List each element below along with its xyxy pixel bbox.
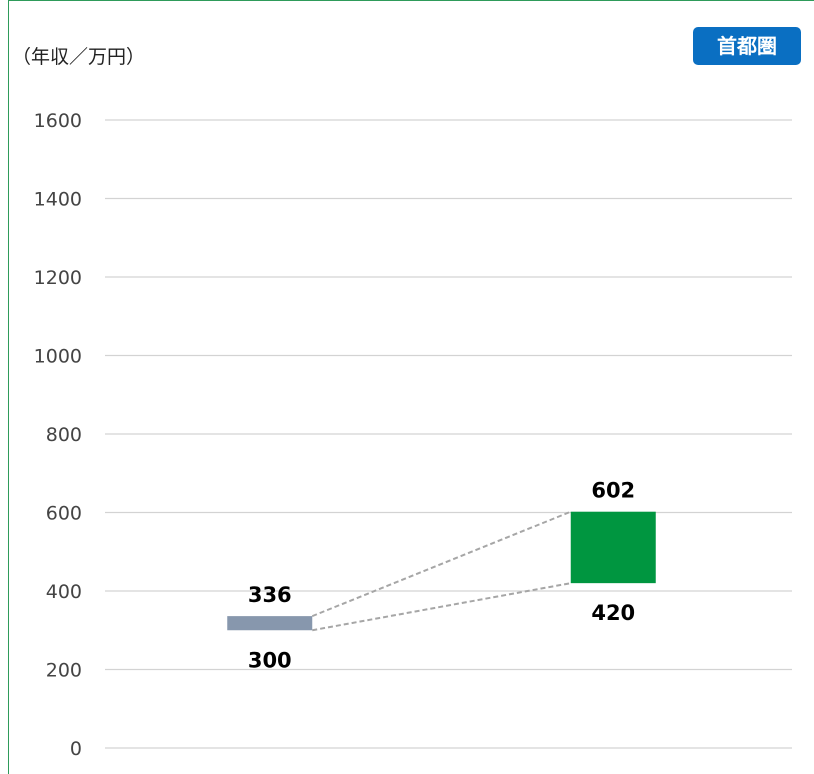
range-bar	[227, 616, 313, 631]
data-label-low: 420	[591, 601, 635, 625]
region-badge: 首都圏	[693, 27, 801, 65]
bars	[227, 511, 656, 631]
y-tick-label: 1200	[34, 267, 82, 289]
data-labels: 336 300 602 420	[248, 479, 635, 673]
y-axis-unit-label: （年収／万円）	[12, 46, 146, 68]
y-tick-label: 1600	[34, 110, 82, 132]
data-label-low: 300	[248, 648, 292, 672]
gridlines	[105, 119, 792, 749]
y-tick-label: 1400	[34, 189, 82, 211]
connector-line-low	[312, 582, 571, 632]
data-label-high: 602	[591, 479, 635, 503]
y-tick-label: 200	[46, 660, 82, 682]
chart-frame	[8, 0, 814, 774]
y-tick-labels: 0 200 400 600 800 1000 1200 1400 1600	[34, 110, 82, 760]
connector-lines	[311, 510, 572, 632]
y-tick-label: 800	[46, 424, 82, 446]
data-label-high: 336	[248, 583, 292, 607]
connector-line-high	[311, 510, 572, 618]
y-tick-label: 600	[46, 503, 82, 525]
y-tick-label: 1000	[34, 346, 82, 368]
y-tick-label: 0	[70, 738, 82, 760]
range-bar	[570, 511, 656, 584]
y-tick-label: 400	[46, 581, 82, 603]
